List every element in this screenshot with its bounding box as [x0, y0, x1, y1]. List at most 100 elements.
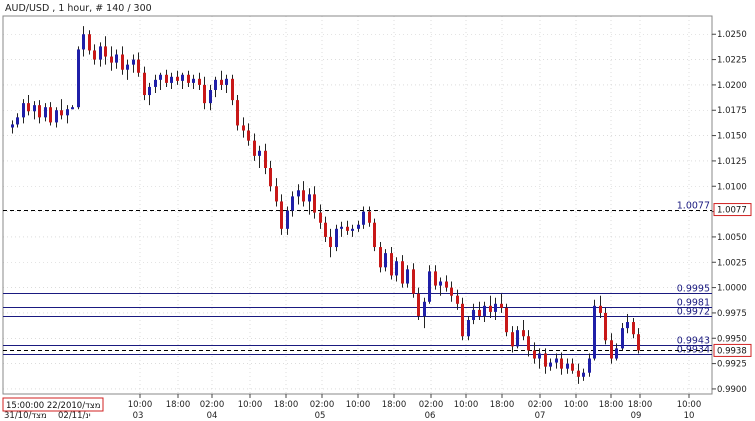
current-price-label: 0.9938 [717, 346, 747, 356]
candle-body [478, 309, 481, 316]
date-tick-label: 07 [535, 411, 546, 421]
date-tick-label: 02/11/ינ [58, 411, 91, 421]
price-tick-label: 1.0000 [717, 284, 747, 294]
candle-body [599, 305, 602, 313]
candle-body [357, 224, 360, 229]
date-tick-label: 05 [315, 411, 326, 421]
candle-body [450, 287, 453, 296]
candle-body [417, 293, 420, 316]
candle-body [225, 78, 228, 85]
candle-body [22, 103, 25, 118]
candle-body [165, 74, 168, 83]
candle-body [132, 59, 135, 65]
candle-body [77, 49, 80, 108]
candle-body [176, 76, 179, 81]
time-axis: 10:00 18:00 02:00 10:00 18:00 02:00 10:00 18:00… [2, 394, 701, 421]
price-tick-label: 0.9975 [717, 309, 747, 319]
candle-body [423, 301, 426, 316]
time-tick-label: 10:00 [346, 400, 371, 410]
candle-body [148, 86, 151, 96]
price-axis: 1.0250 1.0225 1.0200 1.0175 1.0150 1.0125 1.01… [712, 30, 752, 395]
candle-body [220, 79, 223, 85]
price-tick-label: 1.0125 [717, 157, 747, 167]
candle-body [203, 84, 206, 104]
price-tick-label: 1.0225 [717, 56, 747, 66]
current-price-box [713, 343, 752, 357]
candle-body [604, 312, 607, 341]
candle-body [253, 140, 256, 156]
time-tick-label: 10:00 [238, 400, 263, 410]
candle-body [110, 56, 113, 63]
candle-body [198, 78, 201, 85]
candle-body [340, 226, 343, 229]
time-tick-label: 18:00 [490, 400, 515, 410]
candle-body [390, 253, 393, 276]
candle-body [467, 320, 470, 337]
candle-body [209, 89, 212, 104]
candle-body [115, 54, 118, 63]
price-tick-label: 0.9925 [717, 360, 747, 370]
date-tick-label: 09 [631, 411, 642, 421]
price-tick-label: 1.0250 [717, 30, 747, 40]
candle-body [500, 303, 503, 308]
candle-body [60, 110, 63, 116]
candle-body [577, 370, 580, 377]
candle-body [395, 261, 398, 276]
candle-body [286, 210, 289, 229]
candle-body [16, 117, 19, 125]
price-tick-label: 0.9950 [717, 334, 747, 344]
candle-body [269, 168, 272, 187]
date-tick-label: 04 [207, 411, 218, 421]
level-label: 1.0077 [677, 201, 710, 212]
candle-body [126, 64, 129, 70]
time-tick-label: 18:00 [274, 400, 299, 410]
time-tick-label: 10:00 [454, 400, 479, 410]
candle-body [461, 303, 464, 337]
candle-body [434, 271, 437, 286]
candle-body [362, 211, 365, 225]
level-price-box [713, 203, 752, 217]
candle-body [170, 76, 173, 83]
candle-body [258, 150, 261, 156]
candle-body [280, 201, 283, 229]
candle-body [11, 124, 14, 128]
candle-body [82, 34, 85, 50]
candle-body [384, 253, 387, 268]
candle-body [297, 190, 300, 197]
date-tick-label: 06 [425, 411, 436, 421]
candle-body [231, 78, 234, 101]
candle-body [494, 303, 497, 312]
candle-body [187, 74, 190, 83]
candle-body [121, 54, 124, 70]
level-label: 0.9943 [677, 336, 710, 347]
candle-body [544, 353, 547, 367]
price-tick-label: 0.9900 [717, 385, 747, 395]
date-tick-label: 03 [133, 411, 144, 421]
level-label: 0.9972 [677, 307, 710, 318]
candle-body [38, 105, 41, 118]
candle-body [27, 103, 30, 112]
candle-body [406, 269, 409, 284]
candle-body [99, 46, 102, 60]
candle-body [511, 332, 514, 347]
candle-body [522, 330, 525, 337]
candle-body [560, 358, 563, 369]
time-tick-label: 02:00 [310, 400, 335, 410]
candle-body [324, 222, 327, 237]
candle-body [49, 107, 52, 123]
candle-body [472, 309, 475, 321]
candle-body [291, 196, 294, 211]
candle-body [335, 228, 338, 248]
time-tick-label: 10:00 [564, 400, 589, 410]
crosshair-time-label: 15:00:00 22/2010/מצד [6, 401, 101, 411]
price-tick-label: 1.0100 [717, 182, 747, 192]
candle-body [236, 100, 239, 126]
price-tick-label: 1.0025 [717, 258, 747, 268]
candle-body [71, 107, 74, 110]
candle-body [137, 59, 140, 73]
candle-body [351, 228, 354, 231]
price-tick-label: 1.0175 [717, 106, 747, 116]
candle-body [93, 50, 96, 60]
candle-body [412, 269, 415, 294]
